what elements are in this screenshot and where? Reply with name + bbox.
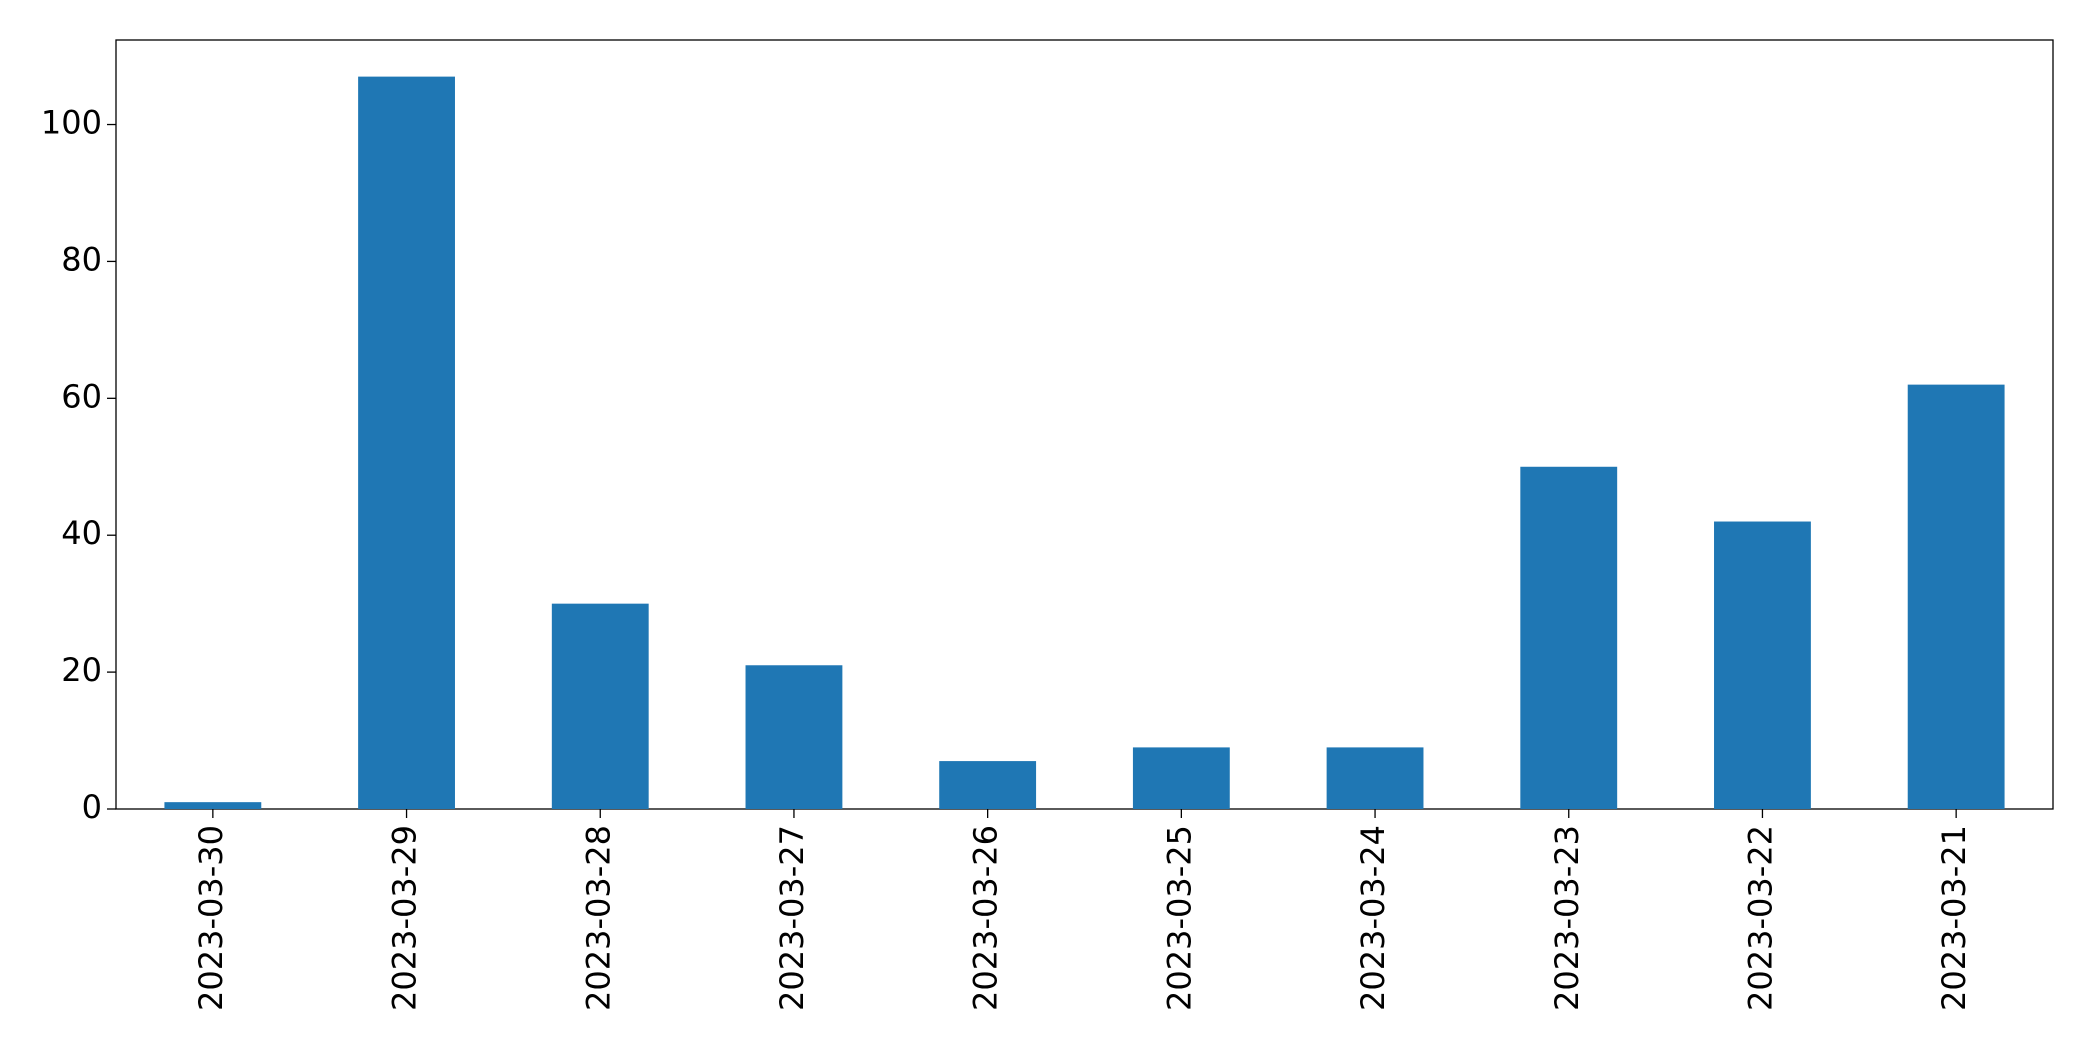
x-tick-label: 2023-03-25 [1160, 825, 1198, 1011]
y-tick-label: 80 [61, 240, 102, 278]
y-tick-label: 40 [61, 514, 102, 552]
y-tick-label: 20 [61, 651, 102, 689]
y-tick-label: 100 [41, 104, 102, 142]
bar [1326, 747, 1424, 809]
bar [164, 802, 262, 809]
x-tick-label: 2023-03-29 [386, 825, 424, 1011]
bar [1520, 466, 1618, 809]
bar [358, 76, 455, 810]
bar [939, 761, 1037, 809]
x-tick-label: 2023-03-24 [1354, 825, 1392, 1011]
plot-frame [115, 39, 2054, 810]
y-tick-label: 60 [61, 377, 102, 415]
x-tick-label: 2023-03-23 [1548, 825, 1586, 1011]
x-tick-label: 2023-03-30 [192, 825, 230, 1011]
bar [1907, 384, 2005, 809]
x-tick-label: 2023-03-28 [579, 825, 617, 1011]
x-tick-label: 2023-03-22 [1741, 825, 1779, 1011]
bar [551, 603, 649, 809]
x-tick-label: 2023-03-27 [773, 825, 811, 1011]
bar [1714, 521, 1811, 809]
bar [1132, 747, 1230, 809]
bar [745, 665, 843, 809]
x-tick-label: 2023-03-21 [1935, 825, 1973, 1011]
y-tick-label: 0 [82, 788, 102, 826]
x-tick-label: 2023-03-26 [967, 825, 1005, 1011]
